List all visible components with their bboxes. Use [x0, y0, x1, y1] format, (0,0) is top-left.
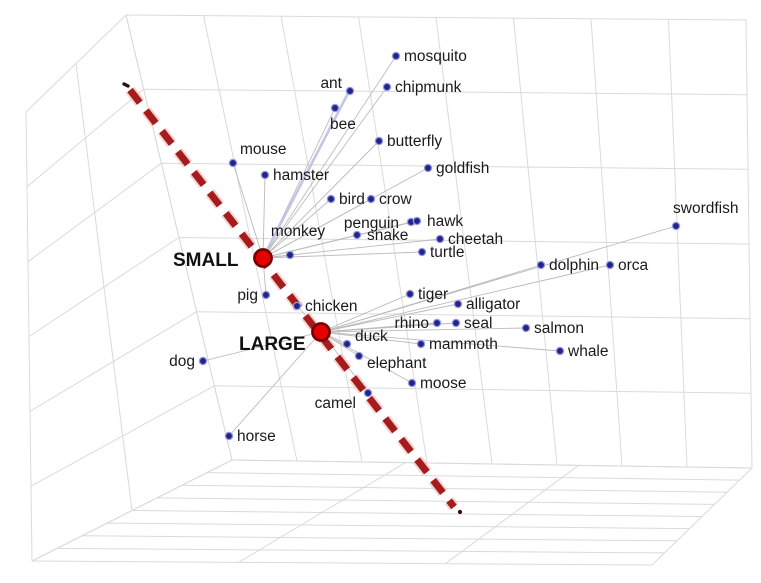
- svg-text:whale: whale: [567, 343, 609, 360]
- svg-text:swordfish: swordfish: [673, 200, 738, 217]
- svg-text:tiger: tiger: [418, 286, 448, 303]
- svg-text:mouse: mouse: [240, 141, 287, 158]
- svg-text:hawk: hawk: [427, 213, 463, 230]
- svg-text:dolphin: dolphin: [549, 257, 599, 274]
- svg-text:bee: bee: [330, 116, 356, 133]
- svg-text:elephant: elephant: [367, 355, 427, 372]
- svg-text:duck: duck: [355, 328, 388, 345]
- svg-text:mammoth: mammoth: [429, 336, 498, 353]
- svg-text:chipmunk: chipmunk: [395, 79, 462, 96]
- svg-text:dog: dog: [169, 353, 195, 370]
- svg-text:snake: snake: [367, 227, 408, 244]
- svg-text:turtle: turtle: [430, 244, 464, 261]
- svg-text:monkey: monkey: [271, 223, 326, 240]
- svg-text:rhino: rhino: [395, 315, 429, 332]
- svg-text:alligator: alligator: [466, 296, 520, 313]
- svg-text:hamster: hamster: [273, 167, 329, 184]
- svg-text:chicken: chicken: [305, 298, 358, 315]
- svg-text:seal: seal: [464, 315, 492, 332]
- svg-text:pig: pig: [237, 287, 258, 304]
- svg-text:horse: horse: [237, 428, 276, 445]
- svg-text:salmon: salmon: [534, 320, 584, 337]
- svg-text:LARGE: LARGE: [239, 334, 306, 355]
- svg-text:mosquito: mosquito: [404, 48, 467, 65]
- svg-text:goldfish: goldfish: [436, 160, 489, 177]
- svg-text:SMALL: SMALL: [173, 250, 239, 271]
- svg-text:orca: orca: [618, 257, 649, 274]
- svg-text:crow: crow: [379, 191, 413, 208]
- svg-text:camel: camel: [315, 395, 356, 412]
- svg-text:butterfly: butterfly: [387, 133, 442, 150]
- svg-text:moose: moose: [420, 375, 467, 392]
- svg-text:bird: bird: [339, 191, 365, 208]
- svg-text:ant: ant: [320, 75, 342, 92]
